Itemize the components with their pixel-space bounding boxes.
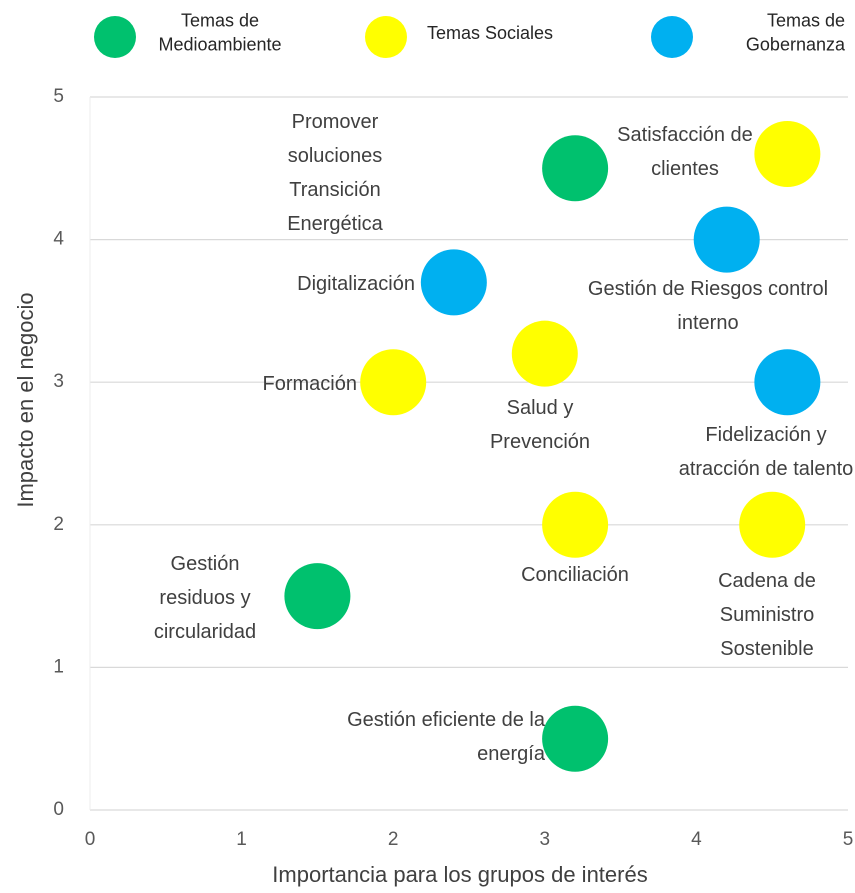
data-label: Digitalización xyxy=(297,273,415,295)
data-label: Satisfacción de clientes xyxy=(617,124,753,180)
y-tick-label: 1 xyxy=(53,656,64,677)
legend-label: Temas de Medioambiente xyxy=(158,10,282,55)
x-tick-label: 1 xyxy=(236,829,247,850)
legend-label: Temas Sociales xyxy=(426,22,554,43)
data-label: Formación xyxy=(262,373,357,395)
y-tick-label: 2 xyxy=(53,514,64,535)
bubble xyxy=(284,563,351,630)
legend-swatch xyxy=(651,16,693,58)
data-label: Cadena de Suministro Sostenible xyxy=(718,570,816,660)
y-axis-title: Impacto en el negocio xyxy=(13,292,38,508)
bubble xyxy=(542,491,609,558)
x-tick-label: 4 xyxy=(691,829,702,850)
x-tick-label: 2 xyxy=(388,829,399,850)
data-label: Gestión residuos y circularidad xyxy=(153,553,257,643)
data-label: Salud y Prevención xyxy=(489,397,591,453)
data-label: Promover soluciones Transición Energétic… xyxy=(287,111,383,235)
y-tick-label: 5 xyxy=(53,86,64,107)
y-tick-label: 4 xyxy=(53,229,64,250)
legend-swatch xyxy=(94,16,136,58)
data-label: Gestión de Riesgos control interno xyxy=(587,278,829,334)
x-axis-title: Importancia para los grupos de interés xyxy=(272,862,648,887)
bubble xyxy=(420,249,487,316)
bubble xyxy=(739,491,806,558)
bubble xyxy=(693,206,760,273)
data-label: Conciliación xyxy=(521,564,629,586)
bubble xyxy=(754,349,821,416)
x-tick-label: 3 xyxy=(540,829,551,850)
bubble xyxy=(754,121,821,188)
legend-swatch xyxy=(365,16,407,58)
data-label: Gestión eficiente de la energía xyxy=(347,709,545,765)
y-tick-label: 3 xyxy=(53,371,64,392)
bubble xyxy=(360,349,427,416)
bubble xyxy=(511,320,578,387)
y-tick-label: 0 xyxy=(53,799,64,820)
legend-label: Temas de Gobernanza xyxy=(745,10,845,55)
x-tick-label: 0 xyxy=(85,829,96,850)
bubble xyxy=(542,705,609,772)
x-tick-label: 5 xyxy=(843,829,854,850)
data-label: Fidelización y atracción de talento xyxy=(678,424,854,480)
bubble xyxy=(542,135,609,202)
